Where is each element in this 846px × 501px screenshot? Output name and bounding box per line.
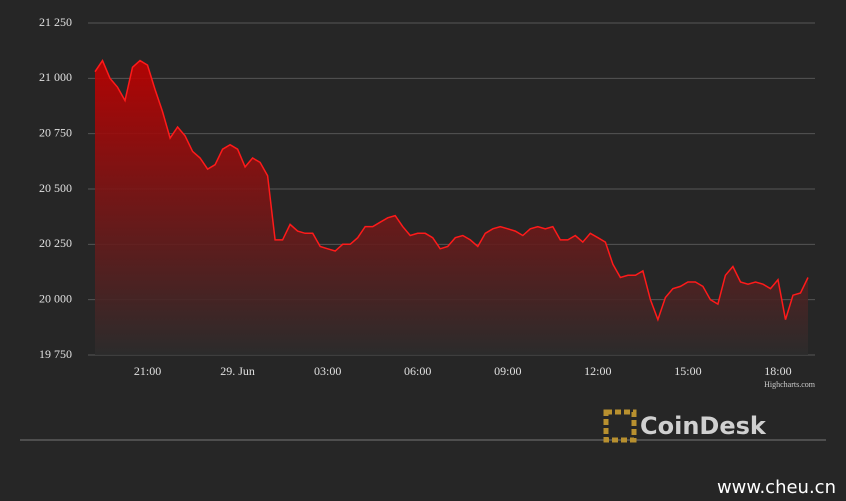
x-tick-label: 12:00 bbox=[584, 364, 611, 378]
x-tick-label: 06:00 bbox=[404, 364, 431, 378]
x-tick-label: 15:00 bbox=[674, 364, 701, 378]
x-tick-label: 03:00 bbox=[314, 364, 341, 378]
x-tick-label: 29. Jun bbox=[220, 364, 255, 378]
watermark: www.cheu.cn bbox=[717, 477, 836, 498]
logo-text: CoinDesk bbox=[640, 412, 767, 440]
y-tick-label: 20 750 bbox=[39, 125, 72, 139]
x-tick-label: 21:00 bbox=[134, 364, 161, 378]
y-tick-label: 20 500 bbox=[39, 181, 72, 195]
y-tick-label: 20 000 bbox=[39, 291, 72, 305]
y-tick-label: 21 250 bbox=[39, 15, 72, 29]
logo: CoinDesk bbox=[603, 409, 767, 443]
x-tick-label: 09:00 bbox=[494, 364, 521, 378]
area-fill bbox=[95, 60, 808, 355]
price-line bbox=[94, 59, 809, 322]
credits: Highcharts.com bbox=[764, 380, 816, 389]
logo-icon bbox=[603, 409, 637, 443]
y-tick-label: 19 750 bbox=[39, 347, 72, 361]
y-tick-label: 21 000 bbox=[39, 70, 72, 84]
x-tick-label: 18:00 bbox=[764, 364, 791, 378]
y-tick-label: 20 250 bbox=[39, 236, 72, 250]
